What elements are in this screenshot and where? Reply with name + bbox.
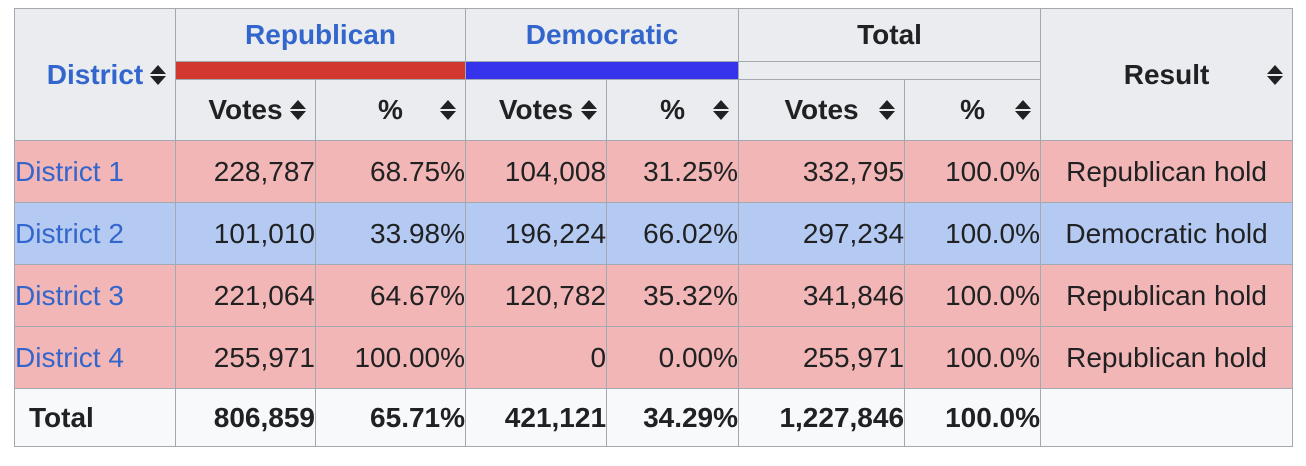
total-percent-total-cell: 100.0%	[904, 388, 1042, 447]
group-header-row: District Republican Democratic Total Res…	[14, 8, 1294, 141]
total-group-header: Total	[738, 8, 1042, 62]
republican-color-bar	[174, 61, 467, 80]
district-cell: District 2	[14, 202, 176, 265]
democratic-party-link[interactable]: Democratic	[525, 19, 679, 51]
sort-icon[interactable]	[150, 64, 166, 85]
district-header-link[interactable]: District	[46, 58, 144, 90]
total-percent-column-header[interactable]: %	[904, 79, 1042, 141]
dem-percent-cell: 31.25%	[606, 140, 740, 203]
dem-percent-cell: 66.02%	[606, 202, 740, 265]
district-link[interactable]: District 3	[15, 279, 124, 311]
result-cell: Democratic hold	[1040, 202, 1294, 265]
table-row: District 3 221,064 64.67% 120,782 35.32%…	[14, 264, 1294, 327]
rep-percent-cell: 68.75%	[314, 140, 467, 203]
sort-icon[interactable]	[581, 100, 598, 120]
page: District Republican Democratic Total Res…	[14, 8, 1294, 447]
rep-votes-cell: 221,064	[175, 264, 316, 327]
percent-header-label: %	[660, 94, 685, 126]
district-link[interactable]: District 2	[15, 217, 124, 249]
republican-group-header[interactable]: Republican	[174, 8, 467, 62]
sort-icon[interactable]	[1015, 100, 1032, 120]
total-percent-cell: 100.0%	[904, 140, 1042, 203]
dem-percent-total-cell: 34.29%	[606, 388, 740, 447]
total-votes-total-cell: 1,227,846	[738, 388, 906, 447]
republican-party-link[interactable]: Republican	[245, 19, 396, 51]
rep-percent-total-cell: 65.71%	[314, 388, 467, 447]
votes-header-label: Votes	[208, 94, 283, 126]
total-percent-cell: 100.0%	[904, 264, 1042, 327]
dem-votes-cell: 196,224	[465, 202, 608, 265]
republican-percent-column-header[interactable]: %	[314, 79, 467, 141]
total-votes-cell: 341,846	[738, 264, 906, 327]
dem-percent-cell: 35.32%	[606, 264, 740, 327]
sort-icon[interactable]	[440, 100, 457, 120]
table-row: District 2 101,010 33.98% 196,224 66.02%…	[14, 202, 1294, 265]
sort-icon[interactable]	[290, 100, 306, 120]
result-total-cell	[1040, 388, 1294, 447]
total-percent-cell: 100.0%	[904, 326, 1042, 389]
democratic-color-bar	[465, 61, 740, 80]
dem-votes-cell: 104,008	[465, 140, 608, 203]
result-header-label: Result	[1123, 58, 1210, 90]
sort-icon[interactable]	[879, 100, 896, 120]
rep-votes-cell: 228,787	[175, 140, 316, 203]
rep-percent-cell: 100.00%	[314, 326, 467, 389]
votes-header-label: Votes	[784, 94, 859, 126]
result-cell: Republican hold	[1040, 140, 1294, 203]
rep-percent-cell: 33.98%	[314, 202, 467, 265]
total-row: Total 806,859 65.71% 421,121 34.29% 1,22…	[14, 388, 1294, 447]
district-cell: District 3	[14, 264, 176, 327]
rep-votes-cell: 101,010	[175, 202, 316, 265]
district-cell: District 1	[14, 140, 176, 203]
table-row: District 4 255,971 100.00% 0 0.00% 255,9…	[14, 326, 1294, 389]
votes-header-label: Votes	[498, 94, 574, 126]
dem-votes-total-cell: 421,121	[465, 388, 608, 447]
district-column-header[interactable]: District	[14, 8, 176, 141]
subheader-row: Votes % Votes % Votes	[15, 79, 1293, 141]
total-votes-cell: 332,795	[738, 140, 906, 203]
dem-percent-cell: 0.00%	[606, 326, 740, 389]
district-link[interactable]: District 4	[15, 341, 124, 373]
total-votes-cell: 297,234	[738, 202, 906, 265]
total-bar-spacer	[738, 61, 1042, 80]
democratic-votes-column-header[interactable]: Votes	[465, 79, 608, 141]
total-group-label: Total	[857, 19, 922, 51]
percent-header-label: %	[378, 94, 403, 126]
result-cell: Republican hold	[1040, 326, 1294, 389]
total-label-cell: Total	[14, 388, 176, 447]
district-cell: District 4	[14, 326, 176, 389]
election-results-table: District Republican Democratic Total Res…	[14, 8, 1294, 447]
rep-votes-total-cell: 806,859	[175, 388, 316, 447]
district-link[interactable]: District 1	[15, 155, 124, 187]
democratic-percent-column-header[interactable]: %	[606, 79, 740, 141]
sort-icon[interactable]	[1267, 64, 1284, 85]
total-percent-cell: 100.0%	[904, 202, 1042, 265]
republican-votes-column-header[interactable]: Votes	[175, 79, 316, 141]
total-votes-cell: 255,971	[738, 326, 906, 389]
dem-votes-cell: 0	[465, 326, 608, 389]
result-cell: Republican hold	[1040, 264, 1294, 327]
dem-votes-cell: 120,782	[465, 264, 608, 327]
rep-percent-cell: 64.67%	[314, 264, 467, 327]
democratic-group-header[interactable]: Democratic	[465, 8, 740, 62]
party-color-bar-row	[15, 61, 1293, 80]
rep-votes-cell: 255,971	[175, 326, 316, 389]
table-row: District 1 228,787 68.75% 104,008 31.25%…	[14, 140, 1294, 203]
result-column-header[interactable]: Result	[1040, 8, 1294, 141]
sort-icon[interactable]	[713, 100, 730, 120]
total-votes-column-header[interactable]: Votes	[738, 79, 906, 141]
percent-header-label: %	[960, 94, 985, 126]
